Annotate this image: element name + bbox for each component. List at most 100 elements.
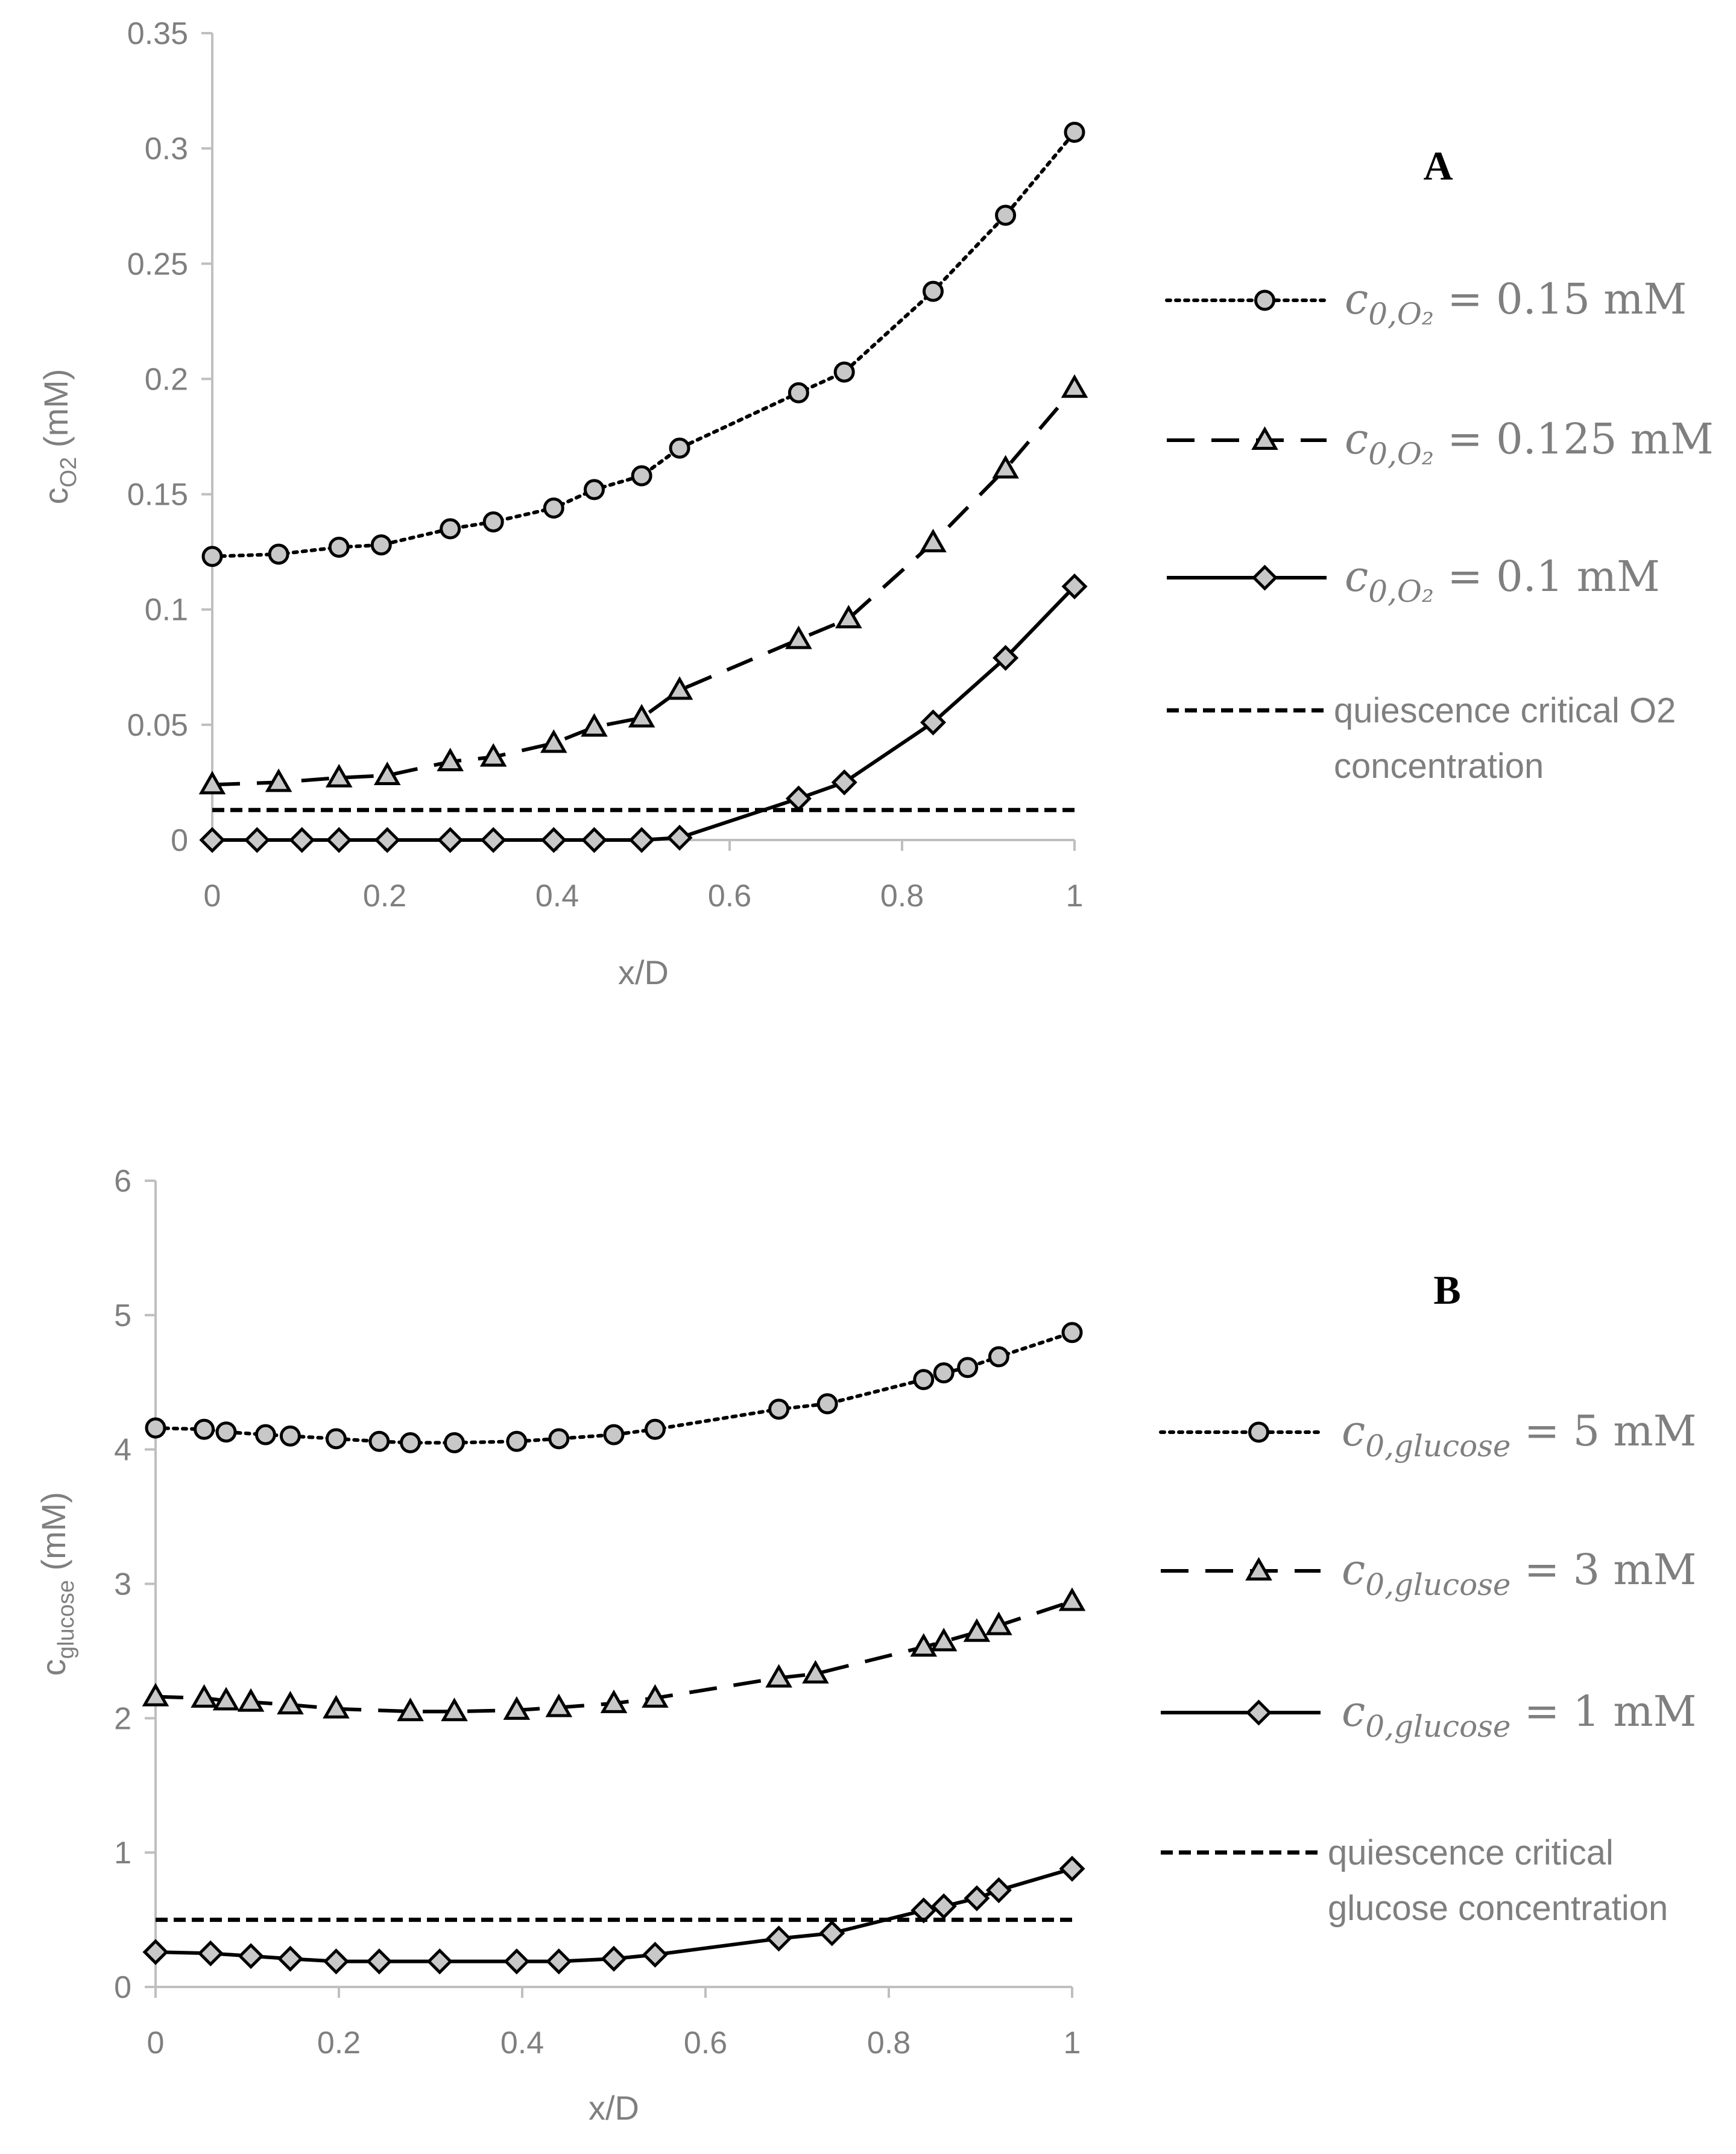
- y-tick-label: 0: [114, 1970, 131, 2005]
- legend-label-main: c: [1345, 552, 1368, 601]
- data-point: [920, 528, 947, 552]
- panel-label: B: [1433, 1267, 1460, 1313]
- legend-label-rest: = 0.125 mM: [1434, 414, 1714, 464]
- legend-marker: [1245, 1699, 1272, 1726]
- data-point: [289, 827, 315, 853]
- data-point: [212, 1687, 240, 1711]
- data-point: [277, 1945, 303, 1972]
- data-point: [325, 763, 353, 788]
- data-point: [268, 543, 289, 565]
- chart-panel-a: 0 0.05 0.1 0.15 0.2 0.25 0.3 0.35 0 0.2 0.4 0.6 0.8 1…: [37, 16, 1714, 991]
- data-point: [581, 827, 608, 853]
- data-point: [631, 465, 652, 487]
- data-point: [835, 604, 862, 629]
- data-point: [933, 1362, 955, 1384]
- data-point: [964, 1885, 990, 1912]
- y-tick-label: 0: [171, 823, 188, 858]
- y-tick-label: 0.1: [145, 593, 188, 628]
- data-point: [142, 1939, 169, 1965]
- data-point: [785, 625, 812, 649]
- data-point: [198, 771, 226, 795]
- data-point: [816, 1393, 838, 1415]
- data-point: [279, 1425, 301, 1447]
- data-point: [142, 1682, 169, 1707]
- x-tick-label: 0.8: [880, 879, 924, 914]
- x-tick-label: 0.4: [535, 879, 579, 914]
- data-point: [1061, 1322, 1083, 1344]
- data-point: [910, 1633, 938, 1657]
- data-point: [368, 1430, 390, 1452]
- y-tick-label: 0.15: [127, 478, 188, 513]
- data-point: [545, 1693, 573, 1717]
- data-point: [370, 534, 392, 556]
- data-point: [930, 1628, 958, 1652]
- data-point: [1061, 374, 1088, 398]
- legend-label-sub: 0,glucose: [1365, 1709, 1510, 1744]
- y-tick-label: 0.3: [145, 131, 188, 166]
- data-point: [197, 1940, 224, 1966]
- data-point: [992, 455, 1019, 479]
- y-tick-label: 0.35: [127, 16, 188, 51]
- legend-label-rest: = 0.1 mM: [1434, 552, 1660, 601]
- legend-label: glucose concentration: [1328, 1889, 1668, 1928]
- legend-entry: c0,glucose = 1 mM: [1161, 1687, 1696, 1744]
- series-1: [198, 374, 1088, 795]
- data-point: [437, 747, 464, 772]
- legend-marker: [1251, 426, 1278, 450]
- data-point: [201, 546, 223, 567]
- data-point: [145, 1417, 166, 1439]
- data-point: [437, 827, 464, 853]
- data-point: [995, 204, 1017, 226]
- legend-label-sub: 0,O₂: [1368, 437, 1434, 472]
- y-tick-label: 4: [114, 1433, 131, 1468]
- data-point: [548, 1428, 570, 1450]
- y-axis-title-main: c: [37, 487, 75, 504]
- data-point: [540, 729, 567, 753]
- data-point: [985, 1611, 1012, 1635]
- data-point: [628, 704, 655, 728]
- y-tick-label: 0.25: [127, 247, 188, 282]
- data-point: [628, 827, 655, 853]
- data-point: [920, 709, 947, 736]
- y-axis-title-main: c: [34, 1659, 72, 1676]
- series-1: [142, 1587, 1086, 1722]
- legend-marker: [1248, 1421, 1269, 1443]
- legend-label-sub: 0,O₂: [1368, 574, 1434, 609]
- data-point: [546, 1948, 572, 1975]
- y-tick-label: 2: [114, 1701, 131, 1736]
- data-point: [669, 437, 690, 459]
- data-point: [765, 1664, 792, 1688]
- x-tick-label: 1: [1064, 2026, 1081, 2061]
- data-point: [833, 361, 855, 383]
- legend-label: quiescence critical O2: [1334, 691, 1676, 730]
- legend-label-main: c: [1345, 274, 1368, 324]
- data-point: [642, 1684, 669, 1708]
- data-point: [400, 1432, 421, 1454]
- data-point: [930, 1893, 957, 1919]
- legend-label: c0,O₂ = 0.1 mM: [1345, 552, 1660, 609]
- series-0: [145, 1322, 1083, 1454]
- legend-label: concentration: [1334, 747, 1544, 786]
- legend-label-rest: = 0.15 mM: [1434, 274, 1687, 324]
- data-point: [328, 536, 350, 558]
- x-tick-label: 0: [204, 879, 221, 914]
- y-axis-title: cO2 (mM): [37, 369, 81, 505]
- data-point: [666, 676, 693, 700]
- legend-label: quiescence critical: [1328, 1833, 1614, 1872]
- data-point: [244, 827, 270, 853]
- data-point: [831, 769, 857, 795]
- data-point: [913, 1369, 935, 1391]
- data-point: [199, 827, 226, 853]
- legend-entry: quiescence critical glucose concentration: [1161, 1833, 1668, 1928]
- series-line: [212, 387, 1076, 787]
- data-point: [323, 1694, 350, 1719]
- legend-entry: c0,O₂ = 0.15 mM: [1165, 274, 1687, 332]
- data-point: [666, 824, 693, 851]
- legend-label-rest: = 5 mM: [1510, 1406, 1696, 1456]
- data-point: [440, 518, 461, 540]
- y-tick-label: 6: [114, 1164, 131, 1199]
- x-tick-label: 0: [147, 2026, 165, 2061]
- data-point: [768, 1398, 790, 1420]
- data-point: [543, 497, 564, 519]
- legend-label-rest: = 3 mM: [1510, 1545, 1696, 1594]
